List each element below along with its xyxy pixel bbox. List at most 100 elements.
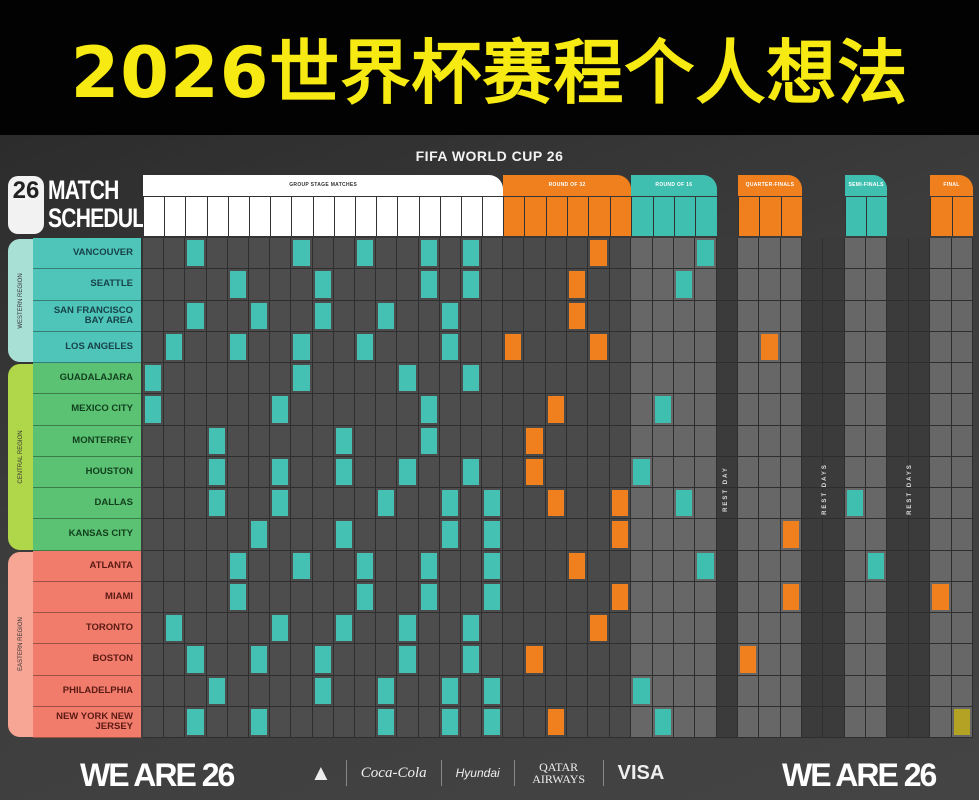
group-match-block[interactable] [484, 521, 501, 548]
r32-match-block[interactable] [526, 646, 543, 673]
r32-match-block[interactable] [526, 458, 543, 485]
group-match-block[interactable] [335, 458, 352, 485]
group-match-block[interactable] [314, 646, 331, 673]
group-match-block[interactable] [441, 677, 458, 704]
group-match-block[interactable] [187, 708, 204, 735]
final-match-block[interactable] [953, 708, 970, 735]
group-match-block[interactable] [251, 646, 268, 673]
r32-match-block[interactable] [611, 490, 629, 517]
r32-match-block[interactable] [590, 240, 607, 267]
group-match-block[interactable] [357, 583, 374, 610]
qf-match-block[interactable] [761, 333, 778, 360]
group-match-block[interactable] [399, 646, 416, 673]
r16-match-block[interactable] [697, 240, 714, 267]
group-match-block[interactable] [314, 271, 331, 298]
group-match-block[interactable] [293, 333, 310, 360]
qf-match-block[interactable] [782, 583, 800, 610]
r32-match-block[interactable] [569, 552, 586, 579]
group-match-block[interactable] [378, 302, 395, 329]
group-match-block[interactable] [357, 552, 374, 579]
group-match-block[interactable] [187, 240, 204, 267]
group-match-block[interactable] [463, 615, 480, 642]
group-match-block[interactable] [208, 490, 225, 517]
group-match-block[interactable] [229, 271, 246, 298]
group-match-block[interactable] [229, 583, 246, 610]
sf-match-block[interactable] [868, 552, 885, 579]
r16-match-block[interactable] [675, 271, 693, 298]
group-match-block[interactable] [272, 458, 289, 485]
group-match-block[interactable] [229, 333, 246, 360]
group-match-block[interactable] [357, 333, 374, 360]
group-match-block[interactable] [251, 302, 268, 329]
r32-match-block[interactable] [547, 396, 565, 423]
r32-match-block[interactable] [569, 271, 586, 298]
group-match-block[interactable] [484, 583, 501, 610]
group-match-block[interactable] [208, 677, 225, 704]
group-match-block[interactable] [378, 490, 395, 517]
group-match-block[interactable] [420, 396, 437, 423]
group-match-block[interactable] [378, 677, 395, 704]
group-match-block[interactable] [335, 615, 352, 642]
group-match-block[interactable] [484, 708, 501, 735]
r32-match-block[interactable] [547, 490, 565, 517]
group-match-block[interactable] [441, 490, 458, 517]
group-match-block[interactable] [314, 302, 331, 329]
group-match-block[interactable] [187, 302, 204, 329]
group-match-block[interactable] [420, 240, 437, 267]
group-match-block[interactable] [484, 677, 501, 704]
qf-match-block[interactable] [782, 521, 800, 548]
group-match-block[interactable] [420, 271, 437, 298]
group-match-block[interactable] [208, 427, 225, 454]
group-match-block[interactable] [484, 552, 501, 579]
r16-match-block[interactable] [654, 708, 671, 735]
group-match-block[interactable] [335, 427, 352, 454]
group-match-block[interactable] [145, 365, 162, 392]
r32-match-block[interactable] [611, 521, 629, 548]
group-match-block[interactable] [378, 708, 395, 735]
r16-match-block[interactable] [633, 677, 650, 704]
r32-match-block[interactable] [526, 427, 543, 454]
group-match-block[interactable] [251, 708, 268, 735]
group-match-block[interactable] [441, 708, 458, 735]
group-match-block[interactable] [463, 646, 480, 673]
sf-match-block[interactable] [846, 490, 864, 517]
group-match-block[interactable] [357, 240, 374, 267]
group-match-block[interactable] [420, 552, 437, 579]
group-match-block[interactable] [463, 458, 480, 485]
group-match-block[interactable] [463, 240, 480, 267]
r32-match-block[interactable] [505, 333, 522, 360]
qf-match-block[interactable] [739, 646, 757, 673]
group-match-block[interactable] [293, 240, 310, 267]
group-match-block[interactable] [441, 521, 458, 548]
group-match-block[interactable] [166, 615, 183, 642]
r32-match-block[interactable] [569, 302, 586, 329]
r32-match-block[interactable] [547, 708, 565, 735]
group-match-block[interactable] [420, 427, 437, 454]
group-match-block[interactable] [293, 365, 310, 392]
r16-match-block[interactable] [675, 490, 693, 517]
group-match-block[interactable] [420, 583, 437, 610]
group-match-block[interactable] [399, 365, 416, 392]
group-match-block[interactable] [335, 521, 352, 548]
r16-match-block[interactable] [654, 396, 671, 423]
group-match-block[interactable] [314, 677, 331, 704]
group-match-block[interactable] [229, 552, 246, 579]
group-match-block[interactable] [441, 333, 458, 360]
group-match-block[interactable] [251, 521, 268, 548]
r32-match-block[interactable] [590, 615, 607, 642]
group-match-block[interactable] [463, 365, 480, 392]
r32-match-block[interactable] [590, 333, 607, 360]
group-match-block[interactable] [187, 646, 204, 673]
r16-match-block[interactable] [633, 458, 650, 485]
group-match-block[interactable] [272, 396, 289, 423]
group-match-block[interactable] [399, 458, 416, 485]
group-match-block[interactable] [293, 552, 310, 579]
group-match-block[interactable] [484, 490, 501, 517]
r16-match-block[interactable] [697, 552, 714, 579]
r32-match-block[interactable] [611, 583, 629, 610]
group-match-block[interactable] [441, 302, 458, 329]
group-match-block[interactable] [463, 271, 480, 298]
group-match-block[interactable] [272, 615, 289, 642]
group-match-block[interactable] [272, 490, 289, 517]
group-match-block[interactable] [208, 458, 225, 485]
